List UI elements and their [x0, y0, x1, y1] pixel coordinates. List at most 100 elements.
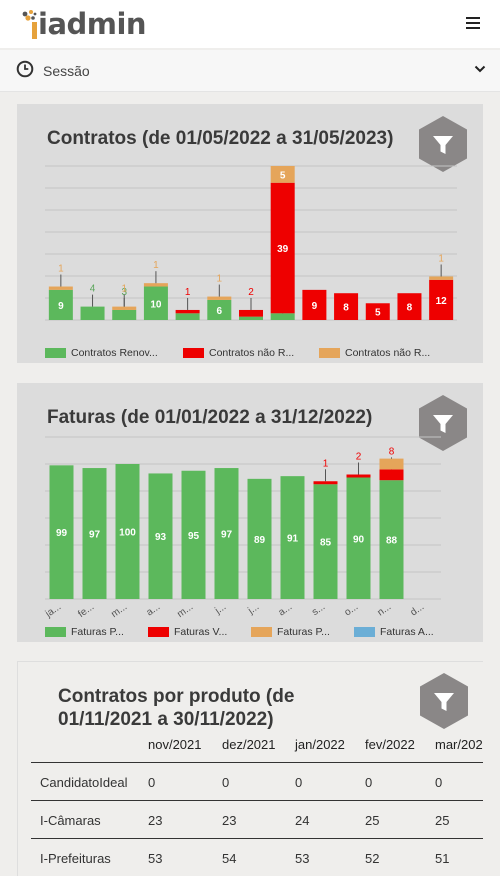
app-logo[interactable]: iadmin	[16, 6, 147, 42]
x-tick-label: j...	[110, 322, 126, 328]
legend-swatch	[354, 627, 375, 637]
x-tick-label: n...	[235, 322, 253, 328]
table-cell: 0	[148, 775, 156, 790]
chart-bar	[115, 464, 140, 599]
chart-bar	[346, 474, 371, 478]
chart-bar	[214, 468, 239, 599]
hamburger-menu-icon[interactable]	[466, 17, 480, 30]
invoices-chart: 99 ja... 97 fe... 100 m... 93 a... 95 m... 97 j... 8…	[43, 436, 441, 620]
chart-bar	[48, 286, 73, 290]
legend-swatch	[319, 348, 340, 358]
data-label: 97	[89, 530, 101, 541]
legend-label: Faturas A...	[380, 626, 434, 638]
chart-bar	[302, 289, 327, 320]
data-label: 9	[58, 301, 64, 312]
legend-label: Contratos não R...	[345, 347, 431, 359]
contracts-chart: 91m...4j...31j...101a...1s...61o...2n...…	[43, 165, 457, 328]
contracts-filter-button[interactable]	[417, 114, 469, 174]
legend-item-faturas-pagas[interactable]: Faturas P...	[45, 626, 124, 638]
chart-bar	[346, 477, 371, 599]
legend-item-nao-renovados-2[interactable]: Contratos não R...	[319, 347, 430, 359]
table-cell: 0	[222, 775, 230, 790]
products-table-card: Contratos por produto (de 01/11/2021 a 3…	[17, 661, 483, 876]
x-tick-label: s...	[310, 601, 327, 618]
chart-bar	[80, 306, 105, 320]
legend-item-nao-renovados[interactable]: Contratos não R...	[183, 347, 294, 359]
table-cell: 52	[365, 851, 380, 866]
data-label: 88	[386, 536, 398, 547]
x-tick-label: m...	[423, 322, 443, 328]
data-label: 1	[121, 284, 127, 295]
x-tick-label: d...	[409, 601, 427, 618]
data-label: 3	[121, 287, 127, 298]
legend-item-faturas-pendentes[interactable]: Faturas P...	[251, 626, 330, 638]
session-selector[interactable]: Sessão	[0, 50, 500, 92]
data-label: 90	[353, 534, 365, 545]
legend-item-faturas-abertas[interactable]: Faturas A...	[354, 626, 434, 638]
legend-label: Faturas V...	[174, 626, 228, 638]
chart-bar	[429, 279, 454, 320]
legend-swatch	[148, 627, 169, 637]
products-filter-button[interactable]	[418, 671, 470, 731]
chart-bar	[270, 313, 295, 320]
chart-bar	[112, 306, 137, 310]
chart-bar	[239, 316, 263, 320]
chart-bar	[181, 470, 206, 599]
x-tick-label: ja...	[43, 601, 63, 620]
x-tick-label: fe...	[76, 601, 96, 620]
product-name: I-Câmaras	[40, 813, 101, 828]
x-tick-label: d...	[267, 322, 285, 328]
chart-bar	[334, 293, 359, 320]
product-name: I-Prefeituras	[40, 851, 111, 866]
x-tick-label: m...	[109, 601, 129, 620]
chart-bar	[270, 182, 295, 314]
x-tick-label: ja...	[296, 322, 316, 328]
legend-label: Faturas P...	[277, 626, 330, 638]
data-label: 6	[217, 306, 223, 317]
x-tick-label: j...	[212, 601, 228, 617]
filter-icon	[433, 415, 453, 433]
table-cell: 23	[148, 813, 163, 828]
legend-label: Contratos Renov...	[71, 347, 158, 359]
contracts-chart-title: Contratos (de 01/05/2022 a 31/05/2023)	[47, 128, 394, 149]
data-label: 89	[254, 535, 266, 546]
legend-swatch	[45, 627, 66, 637]
chart-bar	[313, 481, 338, 485]
chart-bar	[429, 276, 454, 280]
chart-bar	[379, 480, 404, 599]
table-cell: 23	[222, 813, 237, 828]
chart-bar	[365, 303, 390, 320]
data-label: 8	[343, 303, 349, 314]
chart-bar	[379, 469, 404, 481]
legend-swatch	[251, 627, 272, 637]
product-name: CandidatoIdeal	[40, 775, 128, 790]
data-label: 9	[312, 301, 318, 312]
data-label: 1	[217, 274, 223, 285]
legend-swatch	[45, 348, 66, 358]
data-label: 1	[153, 260, 159, 271]
chart-bar	[143, 283, 168, 287]
data-label: 10	[150, 299, 162, 310]
x-tick-label: a...	[140, 322, 158, 328]
table-row: I-Prefeituras 53 54 53 52 51	[31, 838, 483, 876]
chart-bar	[175, 313, 200, 320]
table-cell: 53	[148, 851, 163, 866]
table-cell: 54	[222, 851, 237, 866]
data-label: 93	[155, 532, 167, 543]
data-label: 2	[356, 452, 362, 463]
filter-icon	[434, 693, 454, 711]
legend-item-faturas-vencidas[interactable]: Faturas V...	[148, 626, 227, 638]
chevron-down-icon	[474, 65, 486, 73]
legend-item-renovados[interactable]: Contratos Renov...	[45, 347, 158, 359]
chart-bar	[270, 166, 295, 183]
x-tick-label: n...	[376, 601, 394, 618]
chart-bar	[207, 299, 232, 320]
legend-swatch	[183, 348, 204, 358]
chart-bar	[379, 458, 404, 470]
data-label: 1	[438, 253, 444, 264]
table-cell: 51	[435, 851, 450, 866]
legend-label: Faturas P...	[71, 626, 124, 638]
chart-bar	[247, 478, 272, 599]
table-cell: 0	[295, 775, 303, 790]
x-tick-label: fe...	[328, 322, 348, 328]
